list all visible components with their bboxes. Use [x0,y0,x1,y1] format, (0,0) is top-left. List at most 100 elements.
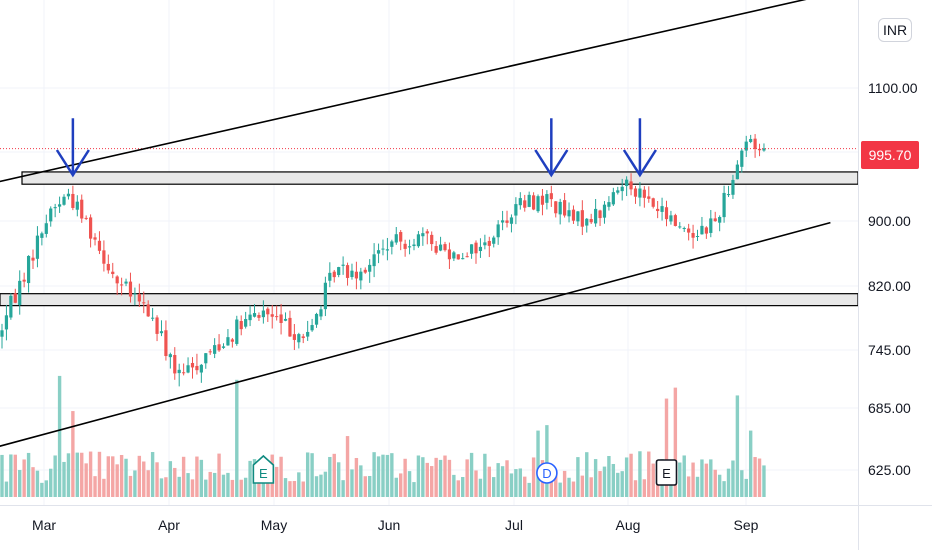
candle-body [656,208,660,212]
volume-bar [288,481,292,497]
candle-body [691,233,695,238]
candle-body [89,217,93,239]
candle-body [487,240,491,246]
time-tick-label: Apr [158,517,180,533]
volume-bar [345,436,350,497]
volume-bar [487,466,491,497]
candle-body [576,211,580,222]
volume-bar [531,457,536,497]
candle-body [629,181,633,190]
volume-bar [80,452,84,497]
candle-body [642,189,646,198]
volume-bar [562,470,567,497]
volume-bar [341,480,345,497]
candle-body [332,271,336,278]
candle-body [146,304,150,317]
volume-bar [443,455,447,497]
candle-body [403,243,407,249]
candle-body [319,309,323,317]
candle-body [518,198,522,206]
volume-bar [651,463,655,497]
volume-bar [102,478,106,497]
volume-bar [478,478,483,497]
candle-body [390,241,394,247]
volume-bar [558,482,562,497]
grid [0,0,858,505]
candle-body [120,284,124,286]
volume-bar [84,463,88,497]
candle-body [726,194,731,196]
candle-body [744,141,748,151]
candle-body [514,204,518,216]
volume-bar [385,454,390,497]
candle-body [182,372,186,374]
candle-body [292,334,296,340]
candle-body [722,192,726,218]
candle-body [416,234,421,247]
candle-body [762,148,766,151]
volume-bar [26,452,31,497]
volume-bar [66,453,71,497]
event-label: E [662,466,671,481]
price-tick-label: 900.00 [868,213,911,229]
candle-body [0,330,4,337]
candle-body [350,270,354,278]
candle-body [244,319,248,327]
volume-bar [452,474,456,497]
volume-bar [483,453,487,497]
candle-body [124,281,128,284]
candle-body [26,255,31,284]
candle-body [252,313,257,317]
candle-body [18,280,22,306]
volume-bar [226,472,230,497]
candle-body [314,313,319,325]
volume-bar [438,459,443,497]
candle-body [173,355,177,374]
last-price-tag: 995.70 [861,141,919,169]
candle-body [669,215,673,222]
candle-body [430,234,434,245]
candle-body [633,188,638,197]
candle-body [275,316,279,318]
volume-bar [536,430,540,497]
dividend-badge [536,462,558,484]
volume-bar [571,481,576,497]
candle-body [208,351,212,353]
volume-bar [119,454,124,497]
volume-bar [124,458,128,497]
volume-bar [359,465,363,497]
volume-bar [589,477,593,497]
volume-bar [616,472,620,497]
volume-bar [221,474,226,497]
volume-bar [748,430,753,497]
volume-bar [319,474,323,497]
volume-bar [57,375,62,497]
candle-body [97,240,102,251]
volume-bar [230,479,235,497]
candle-body [394,234,398,243]
volume-bar [35,470,40,497]
candle-body [469,244,474,254]
volume-bar [430,466,434,497]
candle-body [270,314,274,317]
candle-body [80,199,84,219]
volume-bar [629,453,633,497]
candle-body [492,237,496,244]
candle-body [93,237,97,240]
volume-bar [390,453,394,497]
candle-body [221,346,226,348]
volume-bar [407,471,412,497]
candle-body [204,353,208,364]
volume-bar [642,479,647,497]
volume-bar [159,478,164,497]
candle-body [704,227,708,234]
down-arrow [622,118,657,178]
candle-body [682,228,686,230]
candle-body [159,331,164,334]
volume-bar [195,456,199,497]
candle-body [75,201,79,210]
currency-badge[interactable]: INR [878,18,912,42]
candle-body [345,265,350,278]
